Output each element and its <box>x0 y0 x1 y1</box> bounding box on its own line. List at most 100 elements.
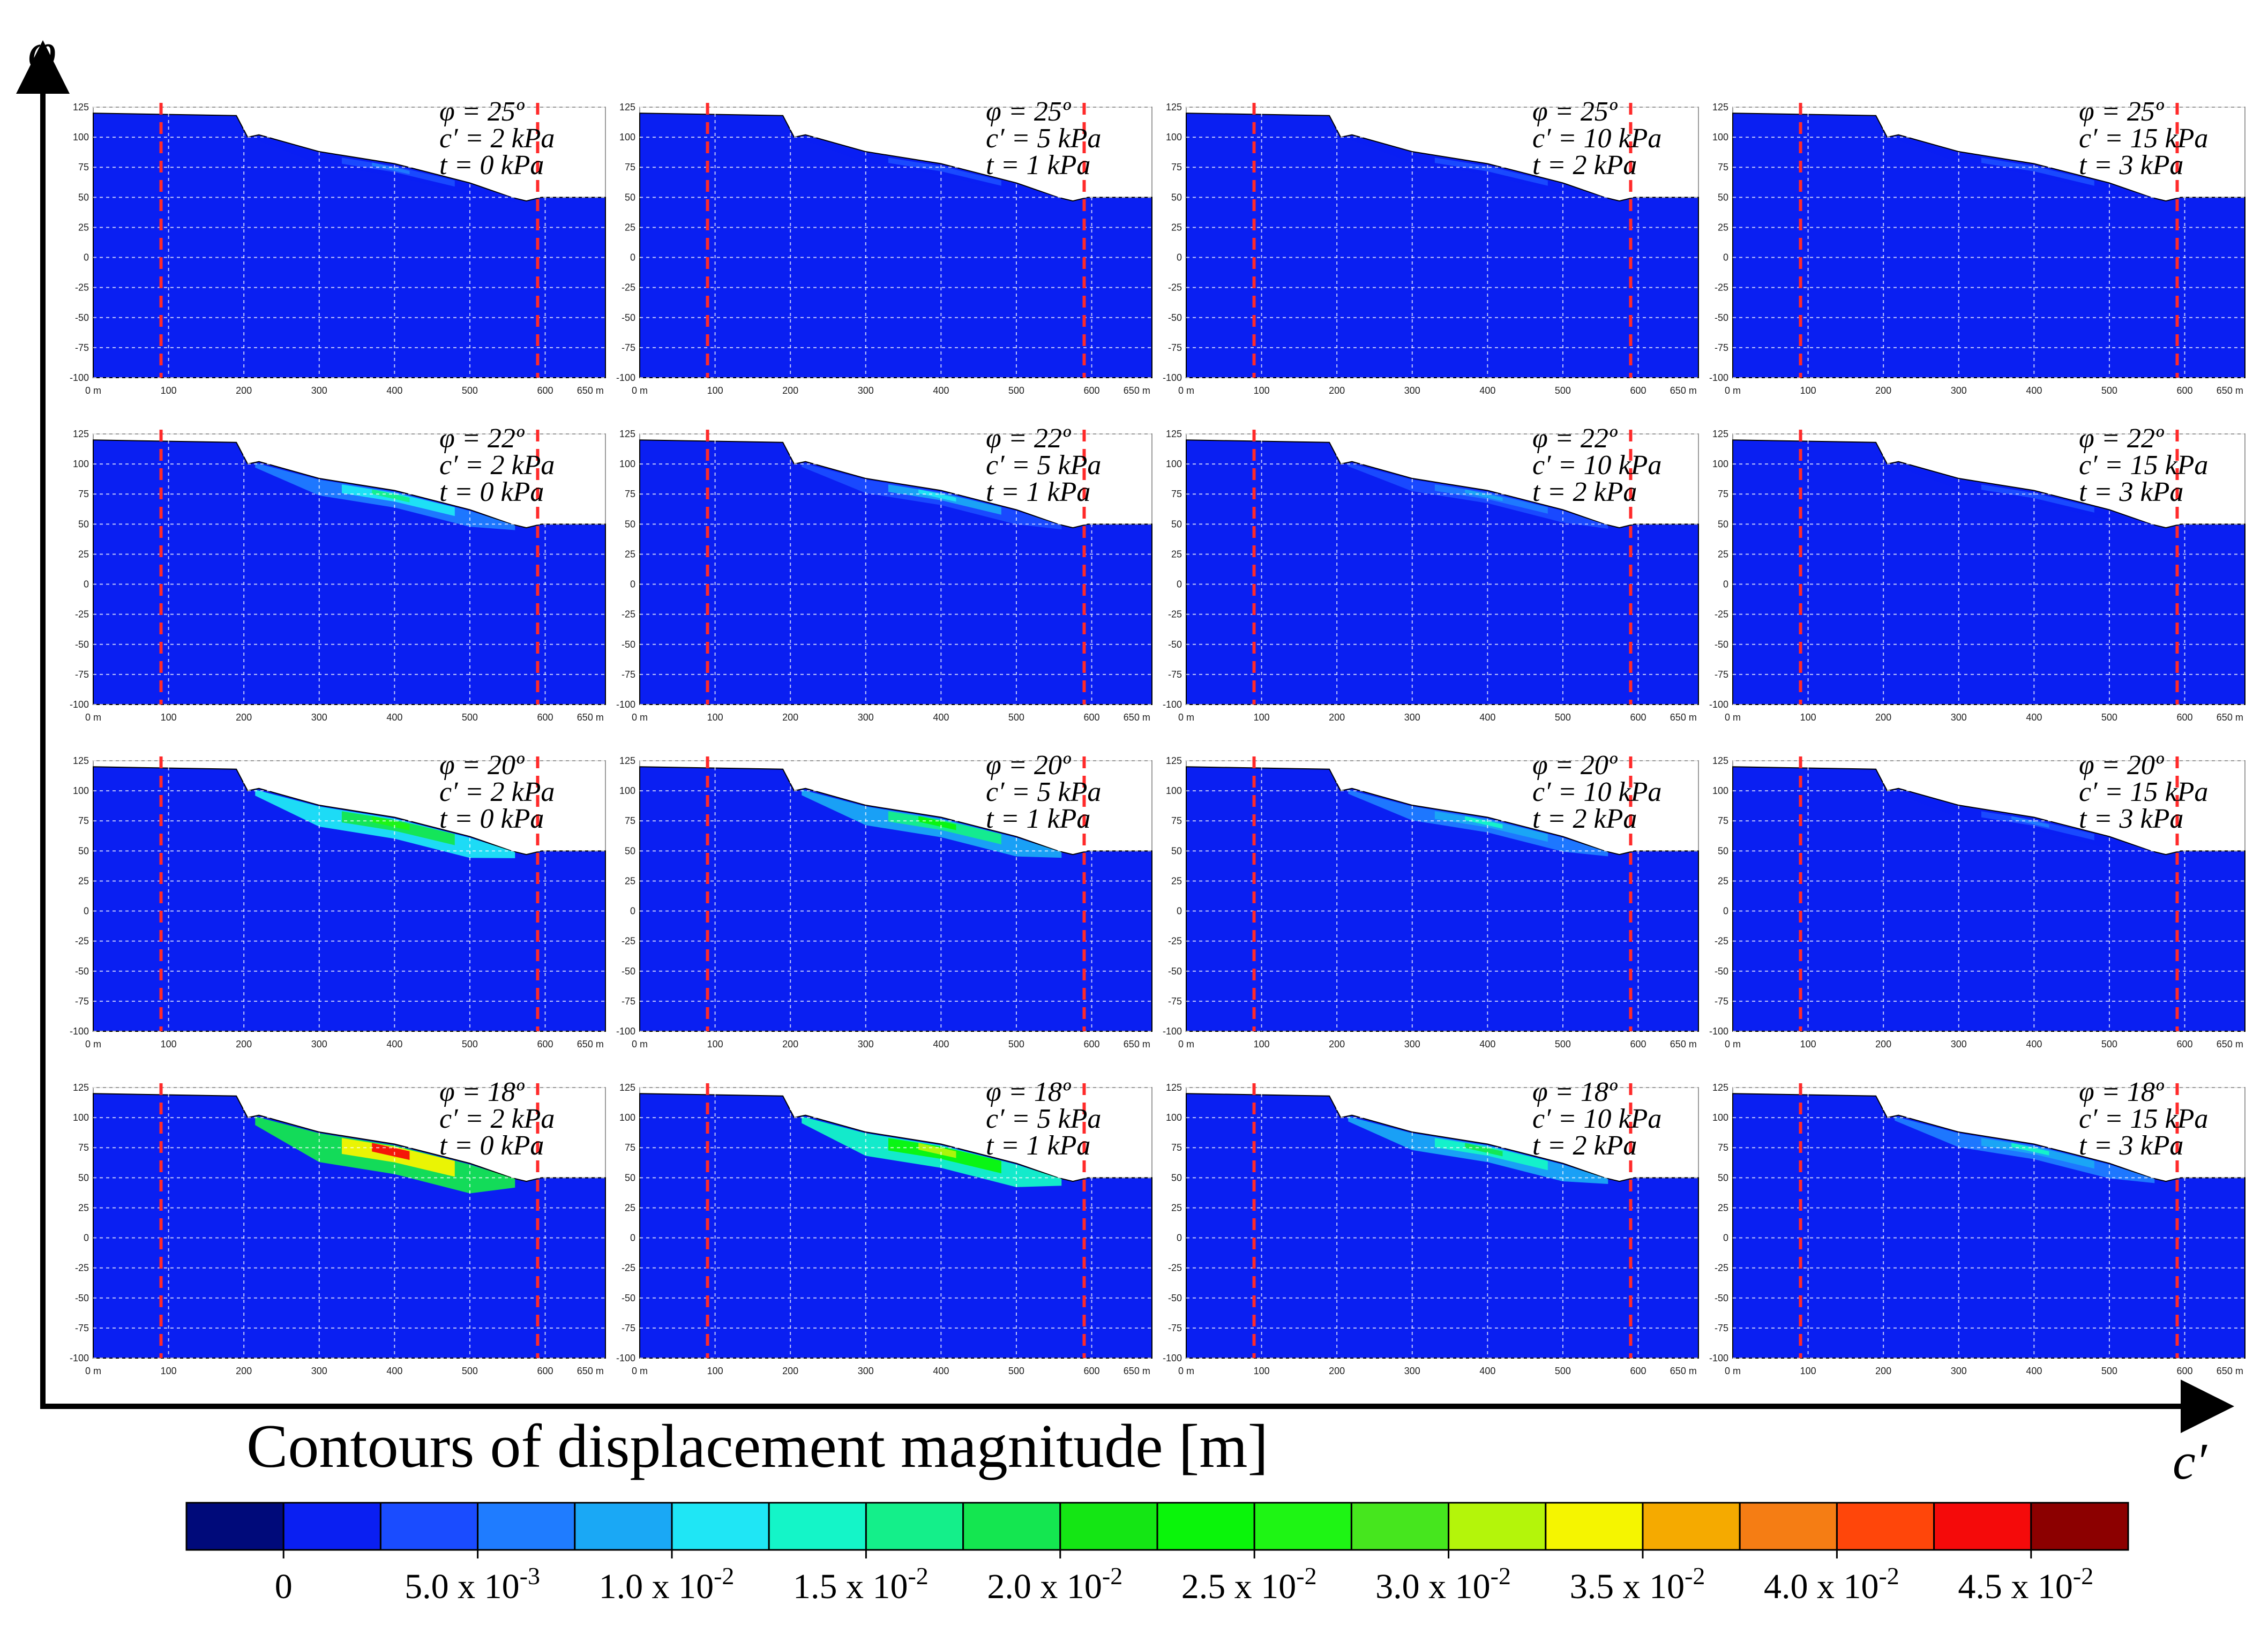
displacement-contour-peak <box>918 1143 956 1158</box>
x-tick-label: 600 <box>1630 1366 1646 1376</box>
phi-label: φ = 20º <box>986 750 1072 781</box>
y-tick-label: -75 <box>1715 996 1728 1007</box>
x-tick-label: 100 <box>1800 1039 1816 1050</box>
tensile-label: t = 3 kPa <box>2079 1130 2183 1161</box>
y-tick-label: 50 <box>1171 845 1182 856</box>
colorbar-tick-label: 0 <box>275 1567 293 1606</box>
y-tick-label: 100 <box>619 1112 635 1123</box>
y-tick-label: -100 <box>1709 1026 1728 1037</box>
y-tick-label: 100 <box>619 459 635 469</box>
x-tick-label: 500 <box>2101 385 2117 396</box>
y-tick-label: 100 <box>1712 459 1728 469</box>
y-tick-label: 25 <box>78 1202 89 1213</box>
y-tick-label: -25 <box>75 282 89 293</box>
colorbar-tick-label: 2.5 x 10-2 <box>1181 1562 1317 1606</box>
x-tick-label: 650 m <box>1670 1366 1697 1376</box>
phi-label: φ = 22º <box>2079 423 2165 454</box>
x-tick-label: 300 <box>1404 1039 1420 1050</box>
displacement-contour-middle <box>1981 484 2094 513</box>
x-tick-label: 650 m <box>2217 1039 2243 1050</box>
x-tick-label: 650 m <box>1124 385 1150 396</box>
y-tick-label: -75 <box>1715 669 1728 680</box>
x-tick-label: 200 <box>236 385 252 396</box>
tensile-label: t = 1 kPa <box>986 804 1090 834</box>
y-tick-label: 0 <box>84 252 89 263</box>
x-tick-label: 600 <box>537 1039 553 1050</box>
contour-panel: 125 100 75 50 25 0 -25 -50 -75 -100 0 m 100 200 300 40… <box>1709 423 2245 723</box>
colorbar-swatch <box>1739 1502 1838 1551</box>
x-tick-label: 500 <box>462 385 478 396</box>
y-tick-label: 100 <box>1166 459 1182 469</box>
x-tick-label: 200 <box>1329 385 1345 396</box>
colorbar: 0 5.0 x 10-3 1.0 x 10-2 1.5 x 10-2 2.0 x 10-… <box>185 1502 2129 1606</box>
phi-label: φ = 20º <box>439 750 525 781</box>
y-tick-label: -75 <box>1168 996 1182 1007</box>
y-tick-label: -25 <box>1168 1263 1182 1273</box>
y-tick-label: 25 <box>78 222 89 233</box>
colorbar-swatch <box>574 1502 673 1551</box>
y-tick-label: -75 <box>622 1323 635 1333</box>
y-tick-label: -25 <box>622 609 635 620</box>
x-tick-label: 0 m <box>1178 712 1194 723</box>
tensile-label: t = 3 kPa <box>2079 804 2183 834</box>
y-tick-label: 50 <box>625 192 635 203</box>
colorbar-tick-label: 1.5 x 10-2 <box>793 1562 929 1606</box>
y-tick-label: -50 <box>75 312 89 323</box>
colorbar-swatch <box>1836 1502 1935 1551</box>
tensile-label: t = 0 kPa <box>439 804 544 834</box>
y-tick-label: -75 <box>1715 342 1728 353</box>
y-tick-label: 125 <box>1712 755 1728 766</box>
displacement-contour-middle <box>1981 811 2094 841</box>
x-tick-label: 200 <box>1875 712 1891 723</box>
y-tick-label: -100 <box>1163 1026 1182 1037</box>
x-tick-label: 200 <box>782 385 798 396</box>
y-tick-label: 25 <box>625 222 635 233</box>
cohesion-label: c′ = 5 kPa <box>986 777 1101 807</box>
x-tick-label: 400 <box>933 1039 949 1050</box>
cohesion-label: c′ = 2 kPa <box>439 123 555 154</box>
y-tick-label: -25 <box>75 936 89 947</box>
y-tick-label: -100 <box>1163 699 1182 710</box>
y-tick-label: 0 <box>1177 252 1182 263</box>
x-tick-label: 300 <box>311 385 327 396</box>
y-tick-label: 125 <box>1166 1082 1182 1093</box>
x-tick-label: 500 <box>1008 1039 1024 1050</box>
y-tick-label: 0 <box>1723 1233 1728 1243</box>
x-tick-label: 650 m <box>1670 712 1697 723</box>
y-tick-label: 75 <box>1171 162 1182 173</box>
phi-label: φ = 22º <box>986 423 1072 454</box>
displacement-contour-middle <box>888 158 1001 186</box>
y-tick-label: -75 <box>1715 1323 1728 1333</box>
x-tick-label: 200 <box>1329 1039 1345 1050</box>
cohesion-label: c′ = 5 kPa <box>986 1104 1101 1134</box>
x-tick-label: 200 <box>1875 385 1891 396</box>
y-tick-label: -25 <box>75 609 89 620</box>
y-tick-label: -25 <box>1168 282 1182 293</box>
y-tick-label: -100 <box>1709 372 1728 383</box>
colorbar-swatch <box>1156 1502 1255 1551</box>
x-tick-label: 100 <box>707 712 723 723</box>
displacement-contour-middle <box>1434 484 1548 514</box>
x-tick-label: 600 <box>1084 1366 1100 1376</box>
y-tick-label: 25 <box>625 1202 635 1213</box>
displacement-contour-peak <box>372 162 410 175</box>
colorbar-tick-label: 5.0 x 10-3 <box>405 1562 540 1606</box>
x-tick-label: 500 <box>1555 1039 1571 1050</box>
y-tick-label: -75 <box>75 342 89 353</box>
x-tick-label: 100 <box>1254 1366 1270 1376</box>
tensile-label: t = 1 kPa <box>986 150 1090 181</box>
y-tick-label: 0 <box>630 579 635 590</box>
colorbar-swatch <box>1545 1502 1644 1551</box>
y-tick-label: 75 <box>78 1142 89 1153</box>
contour-panel: 125 100 75 50 25 0 -25 -50 -75 -100 0 m 100 200 300 40… <box>1709 96 2245 396</box>
x-tick-label: 300 <box>1404 712 1420 723</box>
x-tick-label: 500 <box>1008 1366 1024 1376</box>
y-tick-label: 50 <box>1171 1172 1182 1183</box>
y-tick-label: 50 <box>625 519 635 529</box>
x-tick-label: 100 <box>1800 1366 1816 1376</box>
y-tick-label: 125 <box>73 429 89 439</box>
y-tick-label: 50 <box>1718 192 1728 203</box>
x-tick-label: 300 <box>858 1366 874 1376</box>
x-tick-label: 650 m <box>2217 1366 2243 1376</box>
x-tick-label: 500 <box>1555 1366 1571 1376</box>
